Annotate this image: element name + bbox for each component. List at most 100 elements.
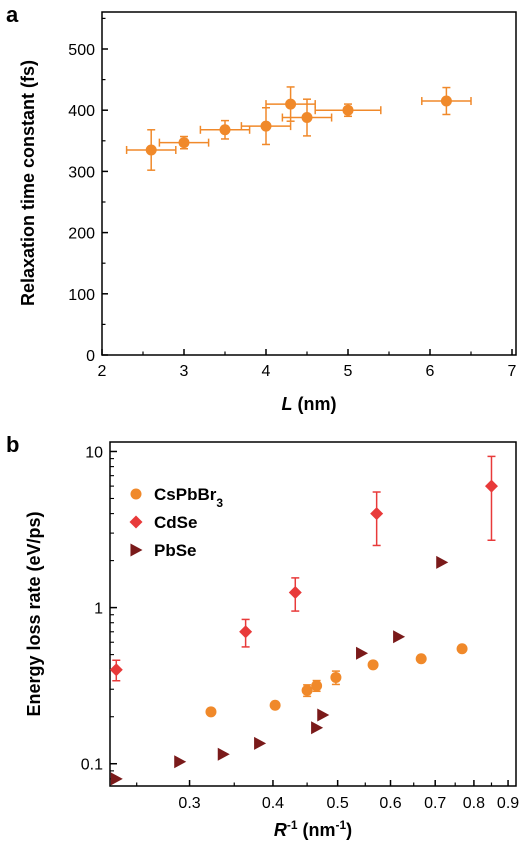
panel-b-point-pbse: [436, 555, 449, 569]
legend-label-text: CdSe: [154, 513, 197, 532]
panel-b-marker: [370, 507, 384, 521]
panel-a-marker: [342, 104, 354, 116]
panel-b-x-tick-label: 0.8: [463, 795, 485, 812]
panel-b: b 0.3 0.4 0.5 0.6 0.7 0.8 0.9 0.1 1 10 CsPbBr3 Cd…: [6, 432, 519, 840]
panel-a-x-tick-label: 7: [508, 363, 517, 380]
panel-b-marker: [269, 699, 281, 711]
panel-b-data-points: [109, 455, 498, 786]
panel-a-y-tick-label: 100: [68, 287, 95, 304]
panel-a-x-var: L: [282, 394, 293, 414]
panel-a-y-tick-label: 0: [86, 348, 95, 365]
panel-b-point-pbse: [254, 736, 267, 750]
panel-b-point-pbse: [393, 630, 406, 644]
panel-b-marker: [311, 721, 324, 735]
panel-b-marker: [110, 772, 123, 786]
panel-a-marker: [260, 120, 272, 132]
panel-b-point-cdse: [484, 455, 498, 542]
panel-b-x-tick-label: 0.7: [424, 795, 446, 812]
panel-b-point-cspbbr: [301, 684, 313, 698]
panel-a-marker: [440, 95, 452, 107]
panel-a-x-tick-label: 5: [344, 363, 353, 380]
panel-b-x-unit-sup: -1: [336, 818, 347, 832]
panel-a-point: [240, 107, 292, 146]
panel-b-point-pbse: [317, 708, 330, 722]
panel-a-frame: [101, 11, 517, 356]
panel-a-marker: [219, 124, 231, 136]
panel-b-marker: [217, 747, 230, 761]
panel-b-marker: [393, 630, 406, 644]
legend-item-cspbbr: CsPbBr3: [130, 485, 223, 510]
panel-b-point-cspbbr: [415, 653, 427, 665]
legend-marker: [129, 515, 143, 529]
panel-b-point-cspbbr: [205, 706, 217, 718]
panel-b-y-ticks: 0.1 1 10: [81, 444, 117, 780]
panel-b-marker: [311, 680, 323, 692]
panel-b-point-cspbbr: [456, 643, 468, 655]
panel-b-point-cdse: [239, 618, 253, 648]
panel-b-marker: [356, 646, 369, 660]
panel-b-marker: [288, 585, 302, 599]
panel-b-point-cspbbr: [269, 699, 281, 711]
panel-b-point-pbse: [311, 721, 324, 735]
legend-label: PbSe: [154, 541, 197, 560]
legend-item-cdse: CdSe: [129, 513, 197, 532]
panel-a-marker: [145, 144, 157, 156]
panel-a-x-unit: (nm): [293, 394, 337, 414]
panel-b-point-pbse: [356, 646, 369, 660]
panel-b-y-tick-label: 1: [94, 601, 103, 618]
panel-a-y-ticks: 0 100 200 300 400 500: [68, 17, 108, 365]
panel-b-point-pbse: [110, 772, 123, 786]
panel-a-data-points: [125, 86, 472, 171]
legend-label-text: PbSe: [154, 541, 197, 560]
panel-b-marker: [415, 653, 427, 665]
panel-b-marker: [317, 708, 330, 722]
legend-label-subscript: 3: [216, 496, 223, 510]
panel-a-y-tick-label: 200: [68, 226, 95, 243]
panel-b-point-pbse: [217, 747, 230, 761]
panel-a-point: [421, 86, 472, 116]
panel-b-x-tick-label: 0.6: [379, 795, 401, 812]
legend-marker: [130, 488, 142, 500]
panel-a-letter: a: [6, 2, 19, 27]
panel-a-point: [281, 98, 333, 137]
panel-b-point-cspbbr: [330, 670, 342, 686]
panel-a-point: [314, 103, 382, 118]
panel-a-x-tick-label: 4: [262, 363, 271, 380]
panel-b-marker: [301, 684, 313, 696]
panel-b-marker: [456, 643, 468, 655]
panel-b-marker: [174, 755, 187, 769]
panel-b-x-tick-label: 0.3: [178, 795, 200, 812]
panel-a-x-tick-label: 3: [180, 363, 189, 380]
panel-a-marker: [178, 137, 190, 149]
panel-b-point-cdse: [370, 491, 384, 547]
panel-a-x-ticks: 2 3 4 5 6 7: [98, 349, 517, 380]
panel-b-x-ticks: 0.3 0.4 0.5 0.6 0.7 0.8 0.9: [136, 780, 519, 812]
legend-label-text: CsPbBr: [154, 485, 217, 504]
legend-label: CdSe: [154, 513, 197, 532]
panel-b-legend: CsPbBr3 CdSe PbSe: [129, 485, 223, 560]
panel-b-letter: b: [6, 432, 19, 457]
panel-b-y-tick-label: 0.1: [81, 757, 103, 774]
panel-b-point-cspbbr: [367, 659, 379, 671]
panel-b-point-cdse: [288, 577, 302, 612]
panel-b-marker: [436, 555, 449, 569]
panel-b-marker: [367, 659, 379, 671]
panel-b-marker: [254, 736, 267, 750]
panel-a: a 2 3 4 5 6 7 0 100 200 300 400 500 Relaxation tim…: [6, 2, 517, 414]
panel-a-x-tick-label: 6: [426, 363, 435, 380]
panel-a-y-tick-label: 300: [68, 164, 95, 181]
panel-b-marker: [239, 625, 253, 639]
panel-b-x-close: ): [346, 820, 352, 840]
panel-b-x-var-sup: -1: [287, 818, 298, 832]
panel-a-y-axis-label: Relaxation time constant (fs): [18, 60, 38, 306]
panel-a-x-tick-label: 2: [98, 363, 107, 380]
panel-a-marker: [285, 98, 297, 110]
panel-b-marker: [205, 706, 217, 718]
panel-b-x-tick-label: 0.5: [327, 795, 349, 812]
panel-b-x-tick-label: 0.9: [497, 795, 519, 812]
panel-b-point-pbse: [174, 755, 187, 769]
panel-b-point-cdse: [109, 659, 123, 682]
panel-b-point-cspbbr: [311, 679, 323, 693]
legend-item-pbse: PbSe: [130, 541, 197, 560]
